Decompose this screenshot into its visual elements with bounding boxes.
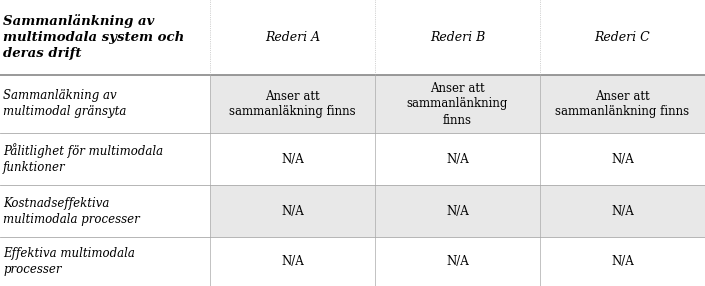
Bar [375,237,540,286]
Text: Rederi A: Rederi A [265,31,320,44]
Text: N/A: N/A [611,152,634,166]
Bar [210,133,375,185]
Text: N/A: N/A [446,255,469,268]
Bar [540,133,705,185]
Bar [540,185,705,237]
Bar [210,185,375,237]
Bar [210,75,375,133]
Text: N/A: N/A [281,204,304,217]
Bar [0,133,210,185]
Text: Pålitlighet för multimodala
funktioner: Pålitlighet för multimodala funktioner [3,144,163,174]
Text: Rederi C: Rederi C [594,31,651,44]
Text: N/A: N/A [281,152,304,166]
Bar [375,0,540,75]
Bar [375,75,540,133]
Text: N/A: N/A [611,255,634,268]
Bar [540,75,705,133]
Text: N/A: N/A [446,152,469,166]
Text: Sammanläkning av
multimodal gränsyta: Sammanläkning av multimodal gränsyta [3,90,126,118]
Bar [0,237,210,286]
Text: N/A: N/A [446,204,469,217]
Bar [210,0,375,75]
Bar [540,237,705,286]
Bar [0,75,210,133]
Text: Anser att
sammanläkning finns: Anser att sammanläkning finns [229,90,356,118]
Text: Effektiva multimodala
processer: Effektiva multimodala processer [3,247,135,276]
Text: N/A: N/A [611,204,634,217]
Bar [0,185,210,237]
Text: Sammanlänkning av
multimodala system och
deras drift: Sammanlänkning av multimodala system och… [3,15,184,60]
Text: Anser att
sammanlänkning finns: Anser att sammanlänkning finns [556,90,689,118]
Bar [210,237,375,286]
Bar [0,0,210,75]
Bar [540,0,705,75]
Bar [375,185,540,237]
Text: Kostnadseffektiva
multimodala processer: Kostnadseffektiva multimodala processer [3,196,140,225]
Text: Anser att
sammanlänkning
finns: Anser att sammanlänkning finns [407,82,508,126]
Text: N/A: N/A [281,255,304,268]
Text: Rederi B: Rederi B [430,31,485,44]
Bar [375,133,540,185]
